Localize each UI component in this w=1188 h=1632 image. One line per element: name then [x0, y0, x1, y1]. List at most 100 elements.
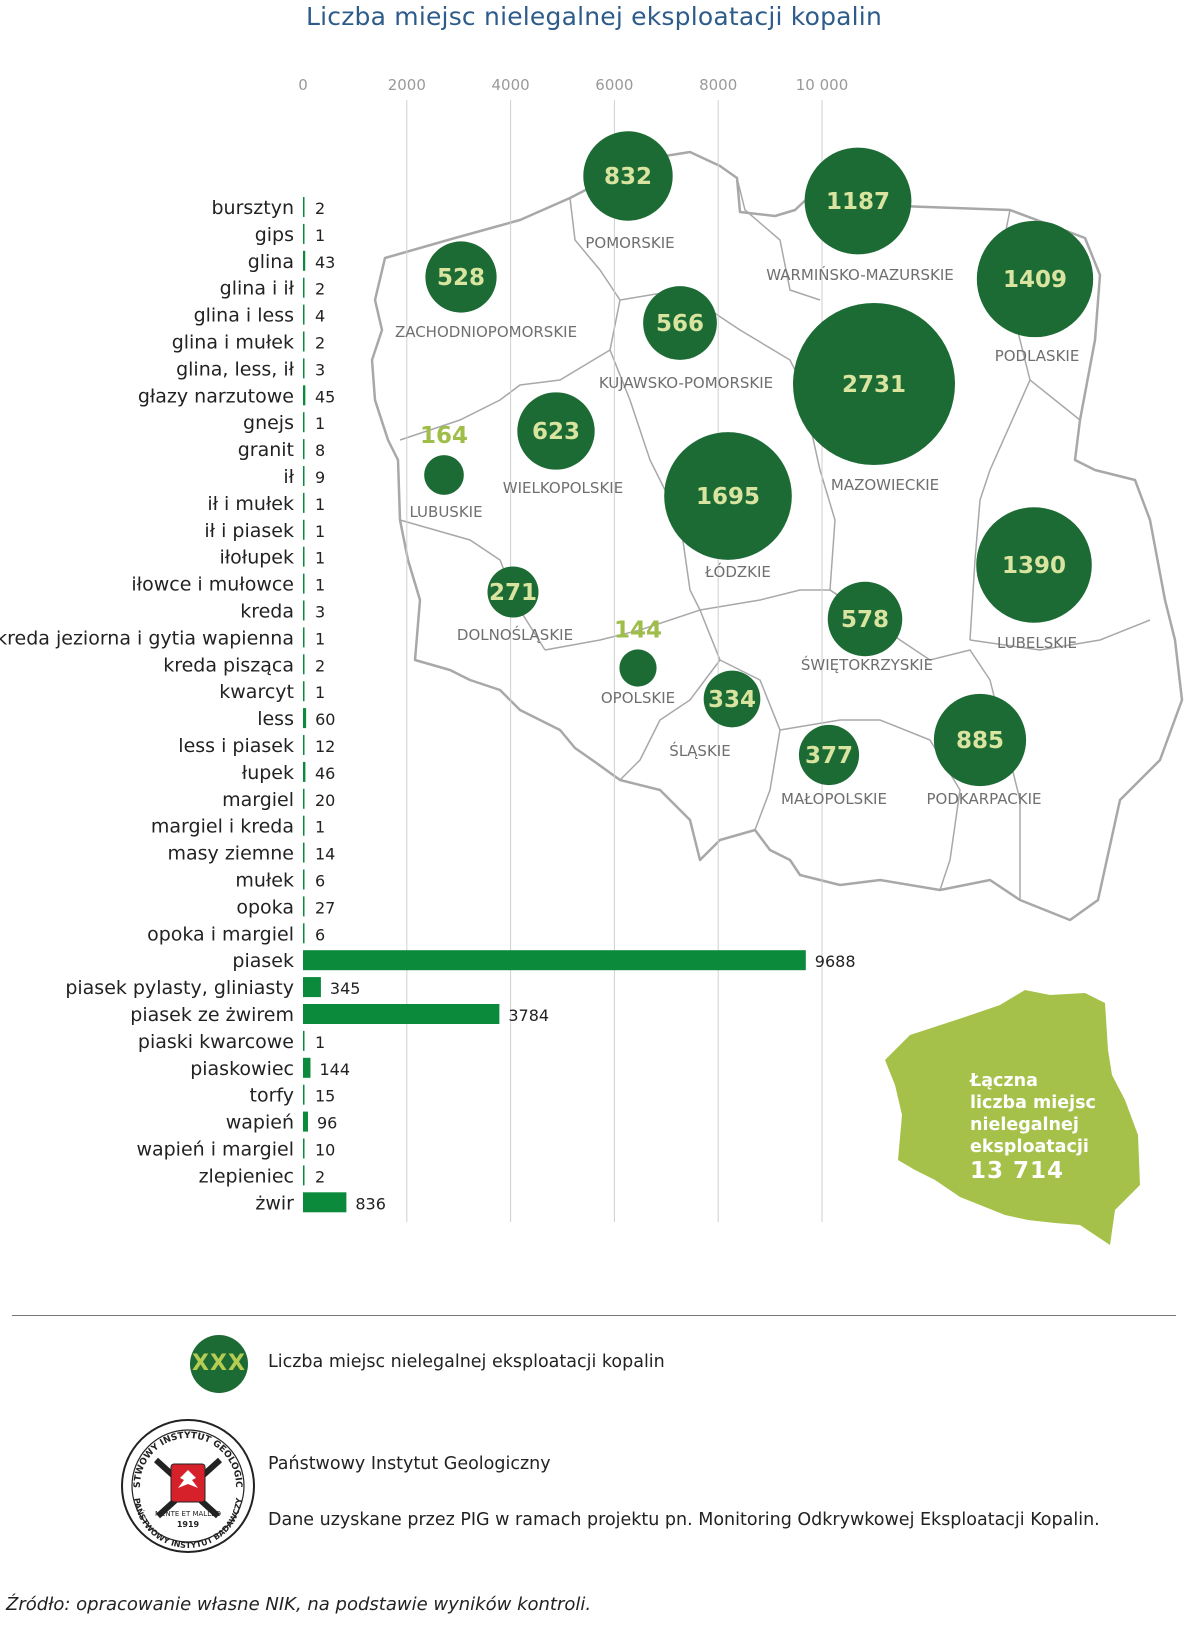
x-tick-label: 4000 — [492, 76, 530, 94]
bar — [303, 627, 305, 648]
bar — [303, 197, 305, 217]
region-value-label: 623 — [532, 419, 580, 445]
x-tick-label: 2000 — [388, 76, 426, 94]
total-silhouette — [885, 990, 1140, 1245]
category-label: glina, less, ił — [176, 358, 295, 380]
value-label: 3784 — [508, 1006, 549, 1025]
category-label: piasek ze żwirem — [130, 1004, 294, 1026]
logo-motto: MENTE ET MALLEO — [155, 1510, 222, 1518]
value-label: 2 — [315, 334, 325, 353]
bar — [303, 1192, 347, 1213]
total-value: 13 714 — [970, 1158, 1065, 1184]
region-circle — [425, 241, 497, 313]
value-label: 12 — [315, 737, 335, 756]
legend-symbol: XXX — [190, 1335, 248, 1393]
value-label: 1 — [315, 683, 325, 702]
total-line-4: eksploatacji — [970, 1137, 1089, 1157]
category-label: kreda jeziorna i gytia wapienna — [0, 627, 294, 649]
region-name-label: ŚLĄSKIE — [669, 741, 730, 760]
bar — [303, 923, 305, 944]
bar — [303, 600, 305, 621]
region-circle — [517, 392, 595, 470]
value-label: 1 — [315, 629, 325, 648]
region-value-label: 1390 — [1002, 553, 1066, 579]
value-label: 46 — [315, 764, 335, 783]
border-mal-pk — [779, 719, 961, 891]
bar — [303, 761, 306, 782]
category-label: glina — [248, 251, 294, 273]
region-circle — [976, 220, 1094, 338]
bar — [303, 735, 305, 755]
value-label: 20 — [315, 791, 335, 810]
category-label: zlepieniec — [199, 1165, 294, 1187]
category-label: ił i mułek — [207, 493, 294, 515]
region-name-label: KUJAWSKO-POMORSKIE — [599, 374, 773, 392]
bar — [303, 277, 305, 298]
category-label: piasek pylasty, gliniasty — [65, 977, 294, 999]
category-label: ił — [283, 466, 294, 488]
bar — [303, 250, 306, 271]
bar — [303, 977, 321, 998]
poland-silhouette — [885, 990, 1140, 1245]
bar — [303, 1111, 308, 1132]
bar — [303, 1084, 305, 1105]
category-label: głazy narzutowe — [138, 385, 294, 407]
value-label: 8 — [315, 441, 325, 460]
footnote: Źródło: opracowanie własne NIK, na podst… — [6, 1594, 592, 1615]
region-value-label: 2731 — [842, 372, 906, 398]
region-circle — [933, 693, 1027, 787]
region-value-label: 528 — [437, 265, 485, 291]
border-maz-east — [969, 379, 1031, 641]
x-tick-label: 6000 — [595, 76, 633, 94]
border-zp-wlkp — [399, 349, 611, 441]
bar — [303, 1004, 500, 1024]
value-label: 2 — [315, 280, 325, 299]
region-name-label: ŁÓDZKIE — [704, 562, 771, 581]
value-label: 6 — [315, 872, 325, 891]
value-label: 14 — [315, 845, 335, 864]
border-pom-wm — [736, 177, 821, 301]
value-label: 1 — [315, 549, 325, 568]
bar — [303, 842, 305, 863]
value-label: 836 — [355, 1194, 386, 1213]
region-value-label: 164 — [420, 423, 468, 449]
bar — [303, 896, 305, 917]
region-value-label: 1187 — [826, 189, 890, 215]
bar — [303, 546, 305, 567]
value-label: 3 — [315, 603, 325, 622]
region-circle — [664, 432, 792, 560]
bar — [303, 1138, 305, 1159]
value-label: 1 — [315, 1033, 325, 1052]
category-label: margiel — [222, 789, 294, 811]
category-label: glina i ił — [220, 278, 295, 300]
category-label: piaski kwarcowe — [138, 1031, 294, 1053]
value-label: 2 — [315, 1167, 325, 1186]
region-value-label: 832 — [604, 164, 652, 190]
region-name-label: WIELKOPOLSKIE — [503, 479, 623, 497]
value-label: 1 — [315, 818, 325, 837]
bar — [303, 1030, 305, 1051]
value-label: 96 — [317, 1114, 337, 1133]
region-value-label: 377 — [805, 743, 853, 769]
category-label: mułek — [235, 870, 294, 892]
bar — [303, 573, 305, 594]
category-label: opoka — [236, 896, 294, 918]
region-circles: 528 ZACHODNIOPOMORSKIE 832 POMORSKIE 1187 WAR… — [395, 131, 1094, 808]
category-label: żwir — [255, 1192, 294, 1214]
value-label: 1 — [315, 414, 325, 433]
bar — [303, 412, 305, 433]
category-label: ił i piasek — [204, 520, 294, 542]
total-line-3: nielegalnej — [970, 1115, 1079, 1135]
border-zp-pom — [569, 197, 621, 301]
category-label: iłołupek — [220, 547, 295, 569]
value-label: 10 — [315, 1141, 335, 1160]
region-circle — [976, 507, 1092, 623]
x-axis-ticks: 0 2000 4000 6000 8000 10 000 — [298, 76, 848, 94]
bar — [303, 1165, 305, 1186]
value-label: 1 — [315, 576, 325, 595]
region-name-label: MAZOWIECKIE — [831, 476, 939, 494]
border-lub-wlkp — [399, 519, 546, 651]
category-label: glina i mułek — [172, 332, 294, 354]
